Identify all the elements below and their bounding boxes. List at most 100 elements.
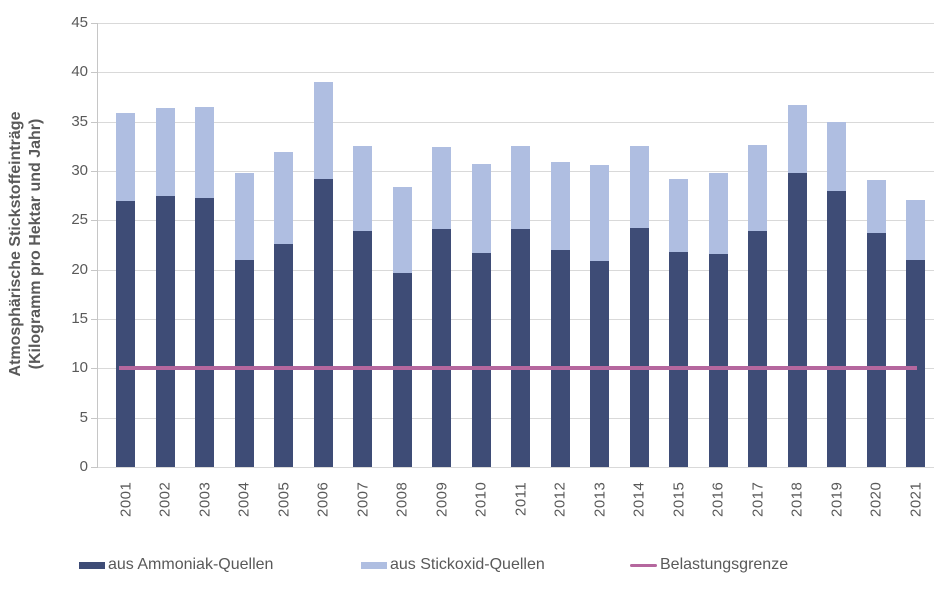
x-tick-label: 2009 [433,481,450,517]
bar-stickoxid-segment [471,164,491,253]
bar-ammoniak-segment [787,172,807,467]
bar-stickoxid-segment [590,165,609,261]
y-axis-title-line1: Atmosphärische Stickstoffeinträge [7,111,24,377]
y-tick-mark [91,368,97,370]
bar-ammoniak-segment [511,229,530,467]
y-tick-mark [91,269,97,271]
bar-stickoxid-segment [313,82,333,179]
y-tick-mark [91,72,97,74]
bar-ammoniak-segment [590,260,609,467]
y-tick-label: 45 [71,14,88,31]
bar-stickoxid-segment [195,106,214,198]
x-tick-label: 2019 [828,481,845,517]
bar-ammoniak-segment [116,200,135,467]
bar-stickoxid-segment [392,186,412,273]
bar-stickoxid-segment [787,104,807,173]
legend-line-marker [630,563,657,567]
bar-stickoxid-segment [906,199,925,260]
legend-item-belastungsgrenze: Belastungsgrenze [630,552,788,578]
x-tick-label: 2006 [314,481,332,517]
x-tick-label: 2018 [788,481,806,517]
bar-ammoniak-segment [195,197,214,467]
bar-stickoxid-segment [234,172,254,260]
legend-swatch-stickoxid [361,561,387,569]
x-tick-label: 2010 [472,481,490,517]
bar-ammoniak-segment [748,231,767,467]
bar-stickoxid-segment [511,146,530,230]
bar-ammoniak-segment [155,195,175,467]
x-tick-label: 2002 [156,481,174,517]
legend-item-ammoniak: aus Ammoniak-Quellen [79,552,273,578]
bar-ammoniak-segment [313,178,333,467]
bar-ammoniak-segment [669,251,688,467]
y-tick-mark [91,220,97,222]
y-axis-title-line2: (Kilogramm pro Hektar und Jahr) [27,118,44,370]
bar-ammoniak-segment [471,252,491,467]
gridline [98,23,934,24]
y-tick-label: 10 [71,359,88,377]
bar-stickoxid-segment [116,112,135,201]
bar-ammoniak-segment [629,228,649,467]
legend-label-belastungsgrenze: Belastungsgrenze [660,556,789,573]
gridline [98,467,934,468]
gridline [98,72,934,74]
bar-ammoniak-segment [906,259,925,467]
x-tick-label: 2003 [196,481,213,517]
x-tick-label: 2016 [709,481,727,517]
legend-label-stickoxid: aus Stickoxid-Quellen [390,556,545,573]
y-tick-label: 35 [71,112,88,130]
y-tick-label: 25 [71,211,88,229]
bar-ammoniak-segment [234,259,254,467]
x-tick-label: 2012 [551,481,569,517]
y-tick-label: 40 [71,63,88,81]
bar-ammoniak-segment [432,229,451,467]
y-tick-label: 20 [71,260,88,278]
bar-ammoniak-segment [550,249,570,467]
bar-stickoxid-segment [708,172,728,254]
y-tick-mark [91,417,97,419]
bar-ammoniak-segment [353,231,372,467]
y-tick-mark [91,467,97,468]
x-tick-label: 2014 [630,481,648,517]
y-tick-label: 0 [79,458,88,475]
bar-stickoxid-segment [550,162,570,250]
threshold-line [119,366,917,370]
x-tick-label: 2008 [393,481,411,517]
y-tick-label: 15 [71,310,88,327]
bar-ammoniak-segment [274,244,293,467]
legend-label-ammoniak: aus Ammoniak-Quellen [108,556,274,573]
x-tick-label: 2004 [235,481,253,517]
bar-stickoxid-segment [827,121,846,191]
bar-stickoxid-segment [629,146,649,229]
bar-stickoxid-segment [748,145,767,232]
bar-stickoxid-segment [432,147,451,230]
y-tick-label: 5 [79,408,88,426]
x-tick-label: 2011 [512,481,529,517]
bar-stickoxid-segment [155,107,175,196]
y-axis-line [97,23,98,468]
x-tick-label: 2017 [749,481,766,517]
y-tick-mark [91,319,97,320]
bar-stickoxid-segment [274,152,293,244]
bar-ammoniak-segment [708,253,728,467]
bar-ammoniak-segment [866,233,886,467]
gridline [98,121,934,123]
x-tick-label: 2005 [275,481,292,517]
x-tick-label: 2013 [591,481,608,517]
x-tick-label: 2021 [907,481,924,517]
y-tick-mark [91,121,97,123]
bar-ammoniak-segment [827,190,846,467]
bar-stickoxid-segment [353,146,372,232]
legend-swatch-ammoniak [79,561,105,569]
y-tick-mark [91,23,97,24]
x-tick-label: 2007 [354,481,371,517]
y-tick-label: 30 [71,162,88,179]
x-tick-label: 2015 [670,481,687,517]
bar-stickoxid-segment [669,178,688,252]
x-tick-label: 2001 [117,481,134,517]
y-axis-title: Atmosphärische Stickstoffeinträge (Kilog… [6,74,48,414]
y-tick-mark [91,171,97,172]
legend-item-stickoxid: aus Stickoxid-Quellen [361,552,545,578]
bar-stickoxid-segment [866,179,886,234]
